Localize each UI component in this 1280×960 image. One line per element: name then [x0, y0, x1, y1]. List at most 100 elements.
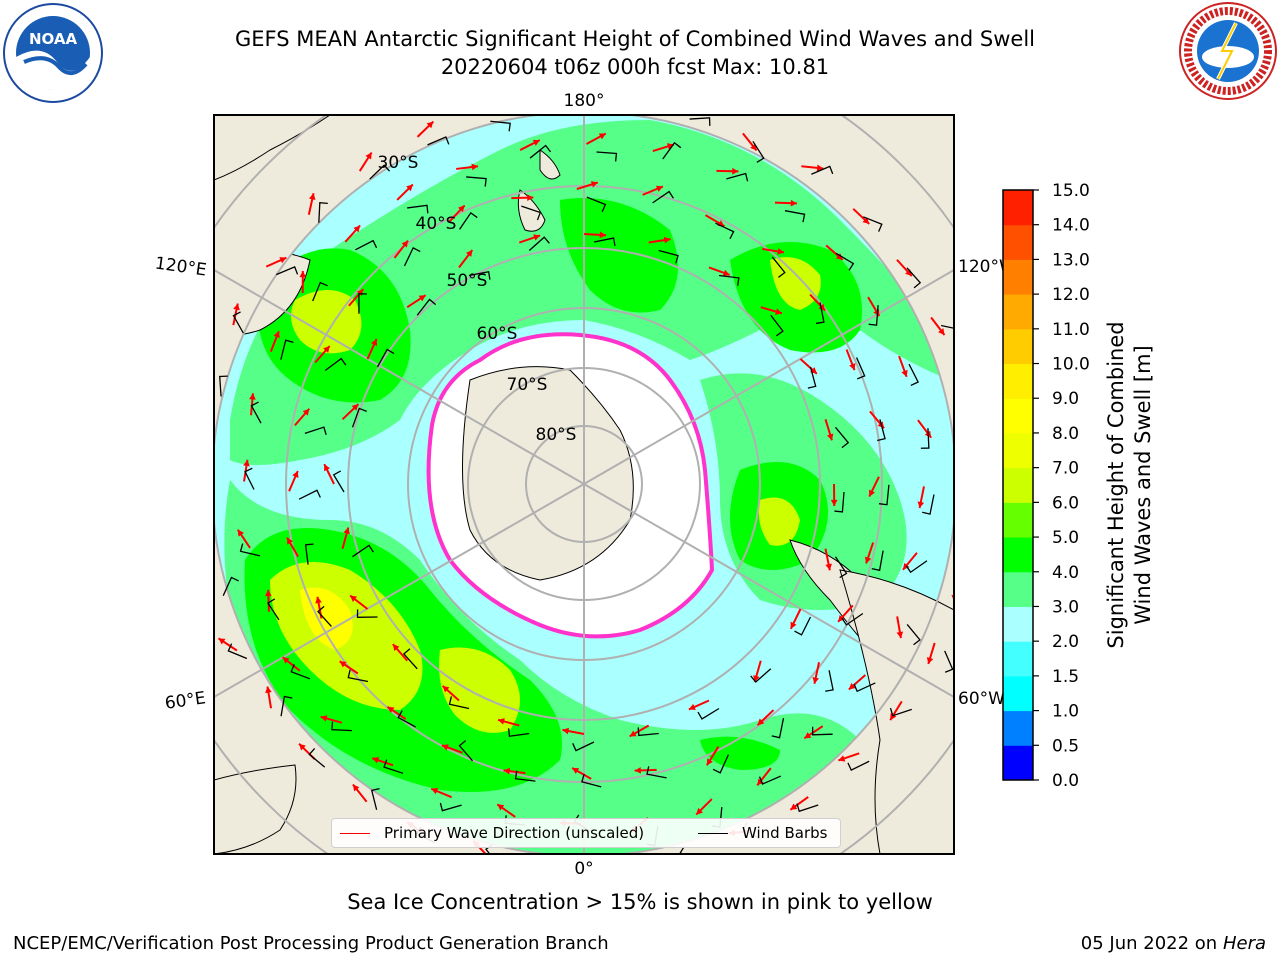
wave-arrow-head [838, 614, 845, 622]
wind-barb [347, 669, 369, 683]
wind-barb [868, 305, 879, 326]
colorbar-tick-label: 15.0 [1052, 181, 1090, 201]
wind-barb [298, 489, 321, 500]
wave-arrow-head [838, 755, 846, 762]
wind-barb [383, 759, 404, 774]
wave-arrow-head [233, 303, 240, 311]
colorbar-segment [1003, 606, 1033, 642]
wave-arrow-head [308, 193, 316, 200]
wind-barb [944, 650, 954, 673]
wind-barb [771, 256, 786, 278]
wind-barb [752, 140, 765, 163]
wave-arrow-head [706, 758, 713, 766]
wave-arrow-head [826, 433, 834, 441]
colorbar-tick-label: 11.0 [1052, 320, 1090, 340]
wave-arrow-head [590, 181, 598, 188]
wind-barb [267, 598, 280, 621]
wind-barb [796, 803, 819, 813]
colorbar-tick-label: 1.0 [1052, 702, 1079, 722]
wind-barb [662, 141, 682, 160]
wave-arrow-head [722, 269, 730, 277]
wave-arrow-head [864, 556, 872, 564]
wind-barb [331, 721, 352, 732]
colorbar-tick-label: 9.0 [1052, 389, 1079, 409]
wave-arrow-head [790, 803, 798, 810]
sea-ice-caption: Sea Ice Concentration > 15% is shown in … [347, 890, 933, 914]
wave-arrow-head [666, 143, 674, 150]
lon-label-60w: 60°W [958, 689, 1005, 709]
wave-arrow [967, 446, 970, 468]
wave-arrow-head [273, 331, 280, 339]
wind-barb [514, 770, 536, 782]
wave-arrow-head [265, 686, 272, 694]
legend-label-wave: Primary Wave Direction (unscaled) [384, 824, 645, 842]
wind-barb [439, 802, 462, 812]
wave-arrow-head [917, 501, 925, 509]
wind-barb [369, 164, 391, 180]
lat-label-40s: 40°S [416, 214, 457, 234]
plot-subtitle: 20220604 t06z 000h fcst Max: 10.81 [440, 55, 830, 79]
wave-arrow-head [804, 732, 812, 739]
wave-arrow-head [249, 393, 256, 400]
wave-arrow-head [465, 250, 473, 257]
map-frame [213, 114, 955, 855]
wave-arrow [480, 103, 499, 114]
wind-barb [758, 775, 782, 785]
wind-barb [697, 707, 720, 720]
colorbar-tick-label: 13.0 [1052, 250, 1090, 270]
wind-barb [920, 428, 930, 449]
wave-arrow-head [320, 715, 328, 722]
wave-arrow-head [848, 682, 856, 690]
wave-arrow-head [572, 767, 580, 774]
wind-barb [841, 612, 864, 626]
wind-barb [280, 339, 294, 360]
wave-arrow-head [901, 369, 908, 377]
wind-barb [750, 668, 772, 683]
wind-barb [203, 508, 211, 529]
wave-arrow [686, 853, 688, 854]
colorbar-tick-label: 3.0 [1052, 597, 1079, 617]
wind-barb [222, 576, 239, 596]
wind-barb [834, 491, 845, 513]
wave-arrow-head [503, 767, 511, 775]
wind-barb [784, 210, 806, 223]
wave-arrow-head [629, 730, 637, 737]
wave-arrow-head [757, 778, 764, 786]
wind-barb [770, 314, 784, 337]
colorbar-segment [1003, 537, 1033, 573]
wind-barb [332, 470, 345, 493]
wind-barb [847, 760, 870, 772]
colorbar-segment [1003, 745, 1033, 781]
colorbar-segment [1003, 467, 1033, 503]
wind-barb [324, 357, 347, 372]
wind-barb [908, 363, 919, 387]
wind-barb [593, 237, 616, 247]
wind-barb [459, 211, 478, 230]
wind-barb [815, 302, 825, 325]
wave-arrow-head [818, 303, 826, 311]
wind-barb [941, 324, 954, 329]
wind-barb [615, 858, 632, 875]
lon-label-120e: 120°E [154, 254, 208, 281]
wave-arrow-head [634, 767, 641, 774]
colorbar-segment [1003, 224, 1033, 260]
wave-arrow-head [339, 661, 347, 668]
colorbar-tick-label: 10.0 [1052, 355, 1090, 375]
wind-barb [370, 787, 380, 810]
lat-label-50s: 50°S [447, 271, 488, 291]
wind-barb [402, 648, 418, 670]
footer-date: 05 Jun 2022 on Hera [1081, 933, 1266, 954]
wind-barb [304, 426, 327, 435]
wave-arrow-head [966, 461, 973, 468]
wave-arrow-head [206, 367, 213, 373]
wave-arrow-head [350, 595, 358, 602]
wind-barb [239, 543, 261, 557]
wave-arrow-head [392, 644, 400, 651]
wave-arrow-head [387, 706, 395, 714]
wave-arrow-head [533, 234, 541, 241]
wave-arrow-head [777, 248, 784, 255]
wave-arrow-head [598, 133, 606, 140]
wind-barb [468, 270, 491, 280]
wave-arrow-head [663, 236, 671, 244]
colorbar-segment [1003, 259, 1033, 295]
